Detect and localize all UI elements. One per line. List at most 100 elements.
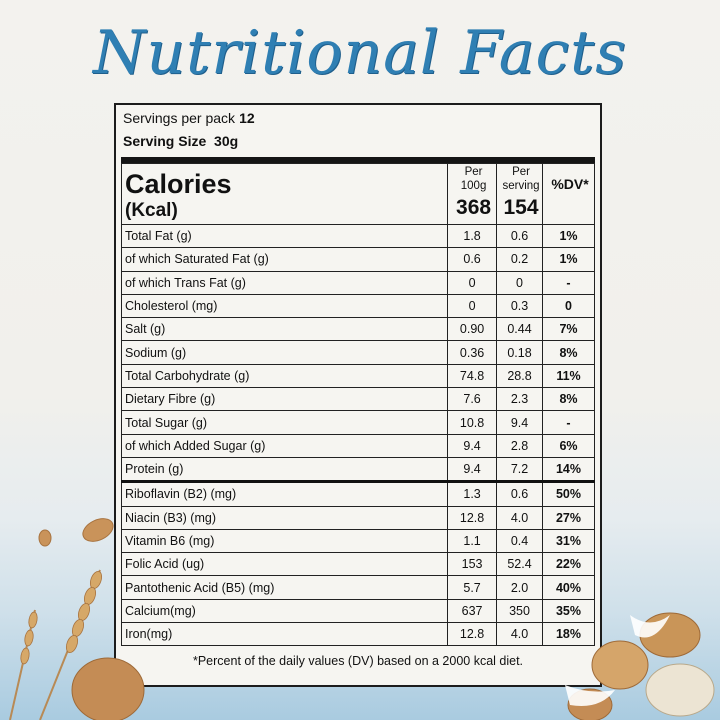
perserving-value: 9.4 xyxy=(496,410,544,435)
per100-value: 1.1 xyxy=(447,528,498,554)
perserving-calories: 154 xyxy=(503,196,539,219)
nutrient-name: of which Added Sugar (g) xyxy=(120,433,449,458)
table-row: Sodium (g) 0.36 0.18 8% xyxy=(120,340,595,365)
servings-per-pack: Servings per pack 12 xyxy=(123,110,255,126)
dv-header: %DV* xyxy=(542,163,595,225)
table-row: Pantothenic Acid (B5) (mg) 5.7 2.0 40% xyxy=(120,575,595,600)
table-row: Salt (g) 0.90 0.44 7% xyxy=(120,317,595,342)
calories-header: Calories (Kcal) xyxy=(120,163,449,225)
perserving-line1: Per xyxy=(512,166,530,178)
perserving-value: 2.8 xyxy=(496,433,544,458)
table-row: of which Saturated Fat (g) 0.6 0.2 1% xyxy=(120,247,595,272)
perserving-value: 0 xyxy=(496,270,544,295)
perserving-value: 28.8 xyxy=(496,363,544,389)
serving-size: Serving Size 30g xyxy=(123,133,238,149)
per100-calories: 368 xyxy=(456,196,492,219)
dv-value: 35% xyxy=(542,598,595,624)
perserving-value: 4.0 xyxy=(496,622,544,647)
perserving-value: 0.6 xyxy=(496,223,544,249)
dv-value: 50% xyxy=(542,480,595,507)
nutrient-name: Iron(mg) xyxy=(120,622,449,647)
dv-label: %DV* xyxy=(551,176,589,192)
table-row: Total Fat (g) 1.8 0.6 1% xyxy=(120,223,595,249)
perserving-value: 0.18 xyxy=(496,340,544,365)
per100-value: 7.6 xyxy=(447,387,498,412)
nutrient-name: Niacin (B3) (mg) xyxy=(120,505,449,530)
grain-icon xyxy=(38,529,52,547)
cereal-bowl-illustration xyxy=(565,612,715,720)
nutrient-name: Folic Acid (ug) xyxy=(120,552,449,577)
nutrition-panel: Servings per pack 12 Serving Size 30g Cal… xyxy=(114,103,602,687)
nutrient-name: Cholesterol (mg) xyxy=(120,293,449,319)
serving-size-value: 30g xyxy=(214,133,239,149)
per100-line2: 100g xyxy=(460,180,487,192)
per100-value: 0.90 xyxy=(447,317,498,342)
nutrient-name: Calcium(mg) xyxy=(120,598,449,624)
perserving-value: 7.2 xyxy=(496,456,544,483)
dv-value: 14% xyxy=(542,456,595,483)
dv-value: 27% xyxy=(542,505,595,530)
divider-bar xyxy=(121,157,595,163)
dv-value: 7% xyxy=(542,317,595,342)
perserving-value: 2.0 xyxy=(496,575,544,600)
dv-value: 11% xyxy=(542,363,595,389)
dv-value: 40% xyxy=(542,575,595,600)
servings-label: Servings per pack xyxy=(123,110,236,126)
dv-value: 22% xyxy=(542,552,595,577)
dv-value: 31% xyxy=(542,528,595,554)
nutrient-name: of which Saturated Fat (g) xyxy=(120,247,449,272)
oat-flake-icon xyxy=(82,518,114,542)
table-row: Total Sugar (g) 10.8 9.4- xyxy=(120,410,595,435)
per100-value: 0 xyxy=(447,293,498,319)
table-row: Protein (g) 9.4 7.2 14% xyxy=(120,456,595,483)
dv-value: 8% xyxy=(542,340,595,365)
per100-value: 5.7 xyxy=(447,575,498,600)
dv-value: 18% xyxy=(542,622,595,647)
nutrient-name: Dietary Fibre (g) xyxy=(120,387,449,412)
per100-value: 1.8 xyxy=(447,223,498,249)
footnote: *Percent of the daily values (DV) based … xyxy=(192,654,524,668)
per100-value: 0.36 xyxy=(447,340,498,365)
perserving-value: 0.6 xyxy=(496,480,544,507)
per100-value: 637 xyxy=(447,598,498,624)
per100-value: 12.8 xyxy=(447,622,498,647)
perserving-value: 0.3 xyxy=(496,293,544,319)
wheat-illustration xyxy=(9,518,145,720)
per100-value: 1.3 xyxy=(447,480,498,507)
perserving-value: 52.4 xyxy=(496,552,544,577)
per100-value: 10.8 xyxy=(447,410,498,435)
table-row: Total Carbohydrate (g) 74.8 28.8 11% xyxy=(120,363,595,389)
nutrient-name: Sodium (g) xyxy=(120,340,449,365)
table-header-row: Calories (Kcal) Per 100g 368 Per serving… xyxy=(120,163,595,225)
nutrient-name: of which Trans Fat (g) xyxy=(120,270,449,295)
nutrient-name: Riboflavin (B2) (mg) xyxy=(120,480,449,507)
per100-value: 12.8 xyxy=(447,505,498,530)
dv-value: - xyxy=(542,410,595,435)
perserving-value: 2.3 xyxy=(496,387,544,412)
per100-value: 0 xyxy=(447,270,498,295)
dv-value: - xyxy=(542,270,595,295)
nutrient-name: Total Fat (g) xyxy=(120,223,449,249)
table-row: Dietary Fibre (g) 7.6 2.3 8% xyxy=(120,387,595,412)
page-title: Nutritional Facts xyxy=(92,18,628,88)
table-row: of which Added Sugar (g) 9.4 2.8 6% xyxy=(120,433,595,458)
dv-value: 0 xyxy=(542,293,595,319)
perserving-line2: serving xyxy=(502,180,540,192)
perserving-value: 4.0 xyxy=(496,505,544,530)
table-row: Riboflavin (B2) (mg) 1.3 0.6 50% xyxy=(120,480,595,507)
calories-label: Calories xyxy=(125,169,232,199)
dv-value: 8% xyxy=(542,387,595,412)
nutrient-name: Protein (g) xyxy=(120,456,449,483)
table-row: Folic Acid (ug) 153 52.4 22% xyxy=(120,552,595,577)
perserving-value: 0.2 xyxy=(496,247,544,272)
per100-value: 153 xyxy=(447,552,498,577)
perserving-header: Per serving 154 xyxy=(496,163,544,225)
dv-value: 1% xyxy=(542,247,595,272)
kcal-label: (Kcal) xyxy=(125,200,178,221)
table-row: of which Trans Fat (g) 0 0- xyxy=(120,270,595,295)
per100-line1: Per xyxy=(464,166,483,178)
nutrient-name: Vitamin B6 (mg) xyxy=(120,528,449,554)
nutrient-name: Salt (g) xyxy=(120,317,449,342)
serving-size-label: Serving Size xyxy=(123,133,207,149)
nutrient-name: Total Sugar (g) xyxy=(120,410,449,435)
